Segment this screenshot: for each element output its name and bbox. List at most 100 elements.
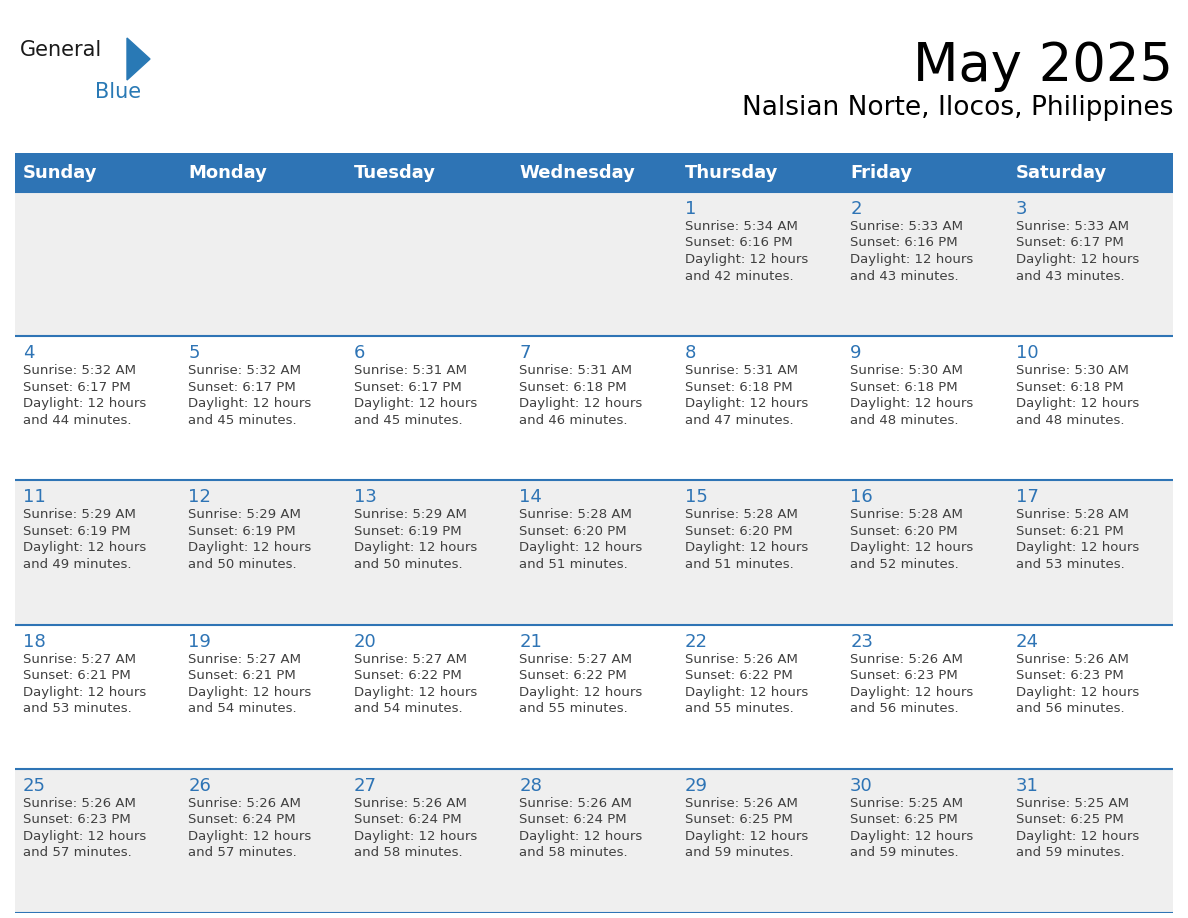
Text: Sunset: 6:17 PM: Sunset: 6:17 PM — [23, 381, 131, 394]
Text: 17: 17 — [1016, 488, 1038, 507]
Text: 14: 14 — [519, 488, 542, 507]
Text: 9: 9 — [851, 344, 861, 363]
Text: and 54 minutes.: and 54 minutes. — [354, 702, 462, 715]
Bar — [677, 336, 842, 480]
Text: and 59 minutes.: and 59 minutes. — [1016, 846, 1124, 859]
Text: Sunrise: 5:27 AM: Sunrise: 5:27 AM — [23, 653, 135, 666]
Bar — [842, 153, 1007, 192]
Text: Sunset: 6:23 PM: Sunset: 6:23 PM — [23, 813, 131, 826]
Text: Sunrise: 5:30 AM: Sunrise: 5:30 AM — [851, 364, 963, 377]
Text: and 53 minutes.: and 53 minutes. — [23, 702, 132, 715]
Text: and 54 minutes.: and 54 minutes. — [189, 702, 297, 715]
Text: Monday: Monday — [189, 163, 267, 182]
Text: and 57 minutes.: and 57 minutes. — [23, 846, 132, 859]
Text: Sunrise: 5:31 AM: Sunrise: 5:31 AM — [684, 364, 797, 377]
Text: 2: 2 — [851, 200, 861, 218]
Text: 29: 29 — [684, 777, 708, 795]
Text: Sunrise: 5:26 AM: Sunrise: 5:26 AM — [684, 797, 797, 810]
Bar — [346, 768, 511, 913]
Bar — [15, 768, 181, 913]
Text: Sunset: 6:18 PM: Sunset: 6:18 PM — [1016, 381, 1123, 394]
Text: 8: 8 — [684, 344, 696, 363]
Bar — [842, 480, 1007, 624]
Text: and 59 minutes.: and 59 minutes. — [851, 846, 959, 859]
Bar — [511, 624, 677, 768]
Text: 18: 18 — [23, 633, 46, 651]
Text: 23: 23 — [851, 633, 873, 651]
Text: and 45 minutes.: and 45 minutes. — [354, 414, 462, 427]
Text: Daylight: 12 hours: Daylight: 12 hours — [1016, 686, 1139, 699]
Bar — [511, 768, 677, 913]
Text: Sunrise: 5:26 AM: Sunrise: 5:26 AM — [851, 653, 963, 666]
Text: 30: 30 — [851, 777, 873, 795]
Text: Sunset: 6:25 PM: Sunset: 6:25 PM — [684, 813, 792, 826]
Text: May 2025: May 2025 — [914, 40, 1173, 92]
Bar — [677, 624, 842, 768]
Bar — [1007, 480, 1173, 624]
Text: 22: 22 — [684, 633, 708, 651]
Text: Daylight: 12 hours: Daylight: 12 hours — [1016, 830, 1139, 843]
Text: Daylight: 12 hours: Daylight: 12 hours — [189, 542, 311, 554]
Text: 28: 28 — [519, 777, 542, 795]
Text: and 55 minutes.: and 55 minutes. — [519, 702, 628, 715]
Bar — [346, 336, 511, 480]
Text: Daylight: 12 hours: Daylight: 12 hours — [354, 686, 478, 699]
Text: Sunset: 6:16 PM: Sunset: 6:16 PM — [851, 237, 958, 250]
Text: Sunset: 6:17 PM: Sunset: 6:17 PM — [189, 381, 296, 394]
Text: and 58 minutes.: and 58 minutes. — [354, 846, 462, 859]
Bar — [511, 480, 677, 624]
Text: Sunrise: 5:30 AM: Sunrise: 5:30 AM — [1016, 364, 1129, 377]
Text: Daylight: 12 hours: Daylight: 12 hours — [519, 542, 643, 554]
Text: Nalsian Norte, Ilocos, Philippines: Nalsian Norte, Ilocos, Philippines — [741, 95, 1173, 121]
Text: Sunset: 6:20 PM: Sunset: 6:20 PM — [684, 525, 792, 538]
Text: and 45 minutes.: and 45 minutes. — [189, 414, 297, 427]
Bar — [346, 624, 511, 768]
Text: 24: 24 — [1016, 633, 1038, 651]
Bar — [842, 336, 1007, 480]
Text: 11: 11 — [23, 488, 46, 507]
Text: 12: 12 — [189, 488, 211, 507]
Text: and 58 minutes.: and 58 minutes. — [519, 846, 628, 859]
Text: Daylight: 12 hours: Daylight: 12 hours — [23, 397, 146, 410]
Text: Daylight: 12 hours: Daylight: 12 hours — [189, 830, 311, 843]
Text: and 50 minutes.: and 50 minutes. — [189, 558, 297, 571]
Text: Sunset: 6:25 PM: Sunset: 6:25 PM — [851, 813, 958, 826]
Text: Sunrise: 5:25 AM: Sunrise: 5:25 AM — [851, 797, 963, 810]
Text: General: General — [20, 40, 102, 60]
Text: 13: 13 — [354, 488, 377, 507]
Text: 15: 15 — [684, 488, 708, 507]
Text: Daylight: 12 hours: Daylight: 12 hours — [354, 397, 478, 410]
Text: Sunday: Sunday — [23, 163, 97, 182]
Text: Daylight: 12 hours: Daylight: 12 hours — [519, 830, 643, 843]
Text: Sunset: 6:22 PM: Sunset: 6:22 PM — [354, 669, 462, 682]
Text: Friday: Friday — [851, 163, 912, 182]
Text: Sunset: 6:19 PM: Sunset: 6:19 PM — [23, 525, 131, 538]
Text: and 42 minutes.: and 42 minutes. — [684, 270, 794, 283]
Text: Daylight: 12 hours: Daylight: 12 hours — [684, 830, 808, 843]
Text: and 51 minutes.: and 51 minutes. — [519, 558, 628, 571]
Text: Sunset: 6:22 PM: Sunset: 6:22 PM — [684, 669, 792, 682]
Text: and 52 minutes.: and 52 minutes. — [851, 558, 959, 571]
Text: Daylight: 12 hours: Daylight: 12 hours — [851, 397, 973, 410]
Text: Sunrise: 5:28 AM: Sunrise: 5:28 AM — [1016, 509, 1129, 521]
Text: Daylight: 12 hours: Daylight: 12 hours — [354, 830, 478, 843]
Bar — [1007, 768, 1173, 913]
Text: and 56 minutes.: and 56 minutes. — [1016, 702, 1124, 715]
Text: Sunrise: 5:26 AM: Sunrise: 5:26 AM — [23, 797, 135, 810]
Bar — [15, 153, 181, 192]
Text: Sunrise: 5:27 AM: Sunrise: 5:27 AM — [519, 653, 632, 666]
Text: Daylight: 12 hours: Daylight: 12 hours — [1016, 253, 1139, 266]
Text: Sunrise: 5:27 AM: Sunrise: 5:27 AM — [189, 653, 302, 666]
Text: and 48 minutes.: and 48 minutes. — [851, 414, 959, 427]
Text: and 49 minutes.: and 49 minutes. — [23, 558, 132, 571]
Text: Daylight: 12 hours: Daylight: 12 hours — [851, 830, 973, 843]
Text: Sunset: 6:16 PM: Sunset: 6:16 PM — [684, 237, 792, 250]
Text: and 43 minutes.: and 43 minutes. — [851, 270, 959, 283]
Text: Daylight: 12 hours: Daylight: 12 hours — [684, 253, 808, 266]
Text: Sunset: 6:17 PM: Sunset: 6:17 PM — [354, 381, 462, 394]
Text: Sunset: 6:23 PM: Sunset: 6:23 PM — [1016, 669, 1124, 682]
Text: Daylight: 12 hours: Daylight: 12 hours — [851, 542, 973, 554]
Text: 21: 21 — [519, 633, 542, 651]
Text: Daylight: 12 hours: Daylight: 12 hours — [851, 686, 973, 699]
Text: Saturday: Saturday — [1016, 163, 1107, 182]
